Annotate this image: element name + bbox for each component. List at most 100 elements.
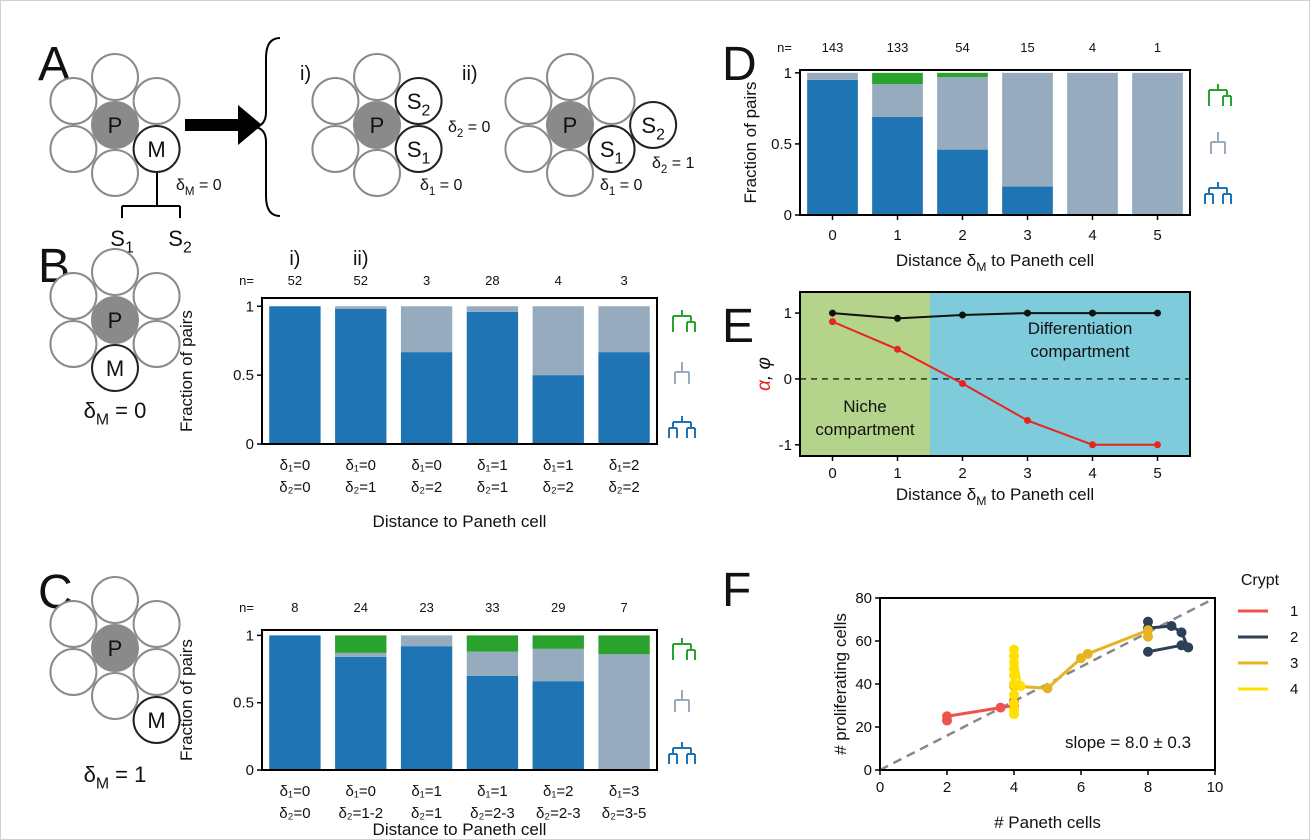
x-axis-label-sub: M <box>976 260 986 274</box>
point <box>829 309 836 317</box>
delta-label-rest: = 1 <box>109 762 146 787</box>
bar-segment <box>532 635 584 649</box>
sample-count: 7 <box>620 600 627 615</box>
x-axis-label-main: Distance δ <box>896 251 976 270</box>
point <box>1143 646 1153 657</box>
point <box>1176 627 1187 638</box>
sample-count: 8 <box>291 600 298 615</box>
cell <box>132 272 181 320</box>
legend-title: Crypt <box>1241 572 1280 589</box>
bar-segment <box>872 72 923 85</box>
x-axis-label-rest: to Paneth cell <box>986 485 1094 504</box>
cell <box>49 77 98 125</box>
bar-segment <box>400 635 453 647</box>
legend-icon <box>672 638 696 660</box>
bar-segment <box>598 352 650 444</box>
panel-label: F <box>722 564 751 617</box>
bar-segment <box>937 72 988 78</box>
plot-frame <box>799 69 1191 216</box>
y-tick-label: -1 <box>779 437 792 454</box>
y-tick-label: 0 <box>246 436 254 453</box>
y-tick-label: 80 <box>855 590 872 607</box>
legend-icon <box>1210 132 1226 154</box>
x-tick-label: 4 <box>1088 227 1096 244</box>
cell <box>353 53 401 101</box>
delta-label-sub: 2 <box>661 164 667 176</box>
legend-icon <box>1208 84 1232 106</box>
legend-label: 4 <box>1290 681 1298 698</box>
point <box>894 314 901 322</box>
bar-segment <box>400 306 453 353</box>
marked-cell <box>394 77 443 125</box>
cell <box>132 320 181 368</box>
sample-count: 143 <box>822 40 844 55</box>
delta-label-sub: M <box>96 412 109 429</box>
x-tick-label: δ₂=0 <box>279 805 310 822</box>
legend-icon <box>1204 182 1232 204</box>
x-tick-label: 3 <box>1023 227 1031 244</box>
marked-cell <box>587 125 636 173</box>
x-axis-label: Distance δM to Paneth cell <box>896 251 1094 274</box>
y-tick-label: 0 <box>784 371 792 388</box>
point <box>894 345 901 353</box>
cell <box>587 77 636 125</box>
y-tick-label: 20 <box>855 719 872 736</box>
bar-segment <box>937 149 988 215</box>
point <box>995 702 1006 713</box>
y-tick-label: 1 <box>784 305 792 322</box>
marked-cell <box>132 696 181 744</box>
n-label: n= <box>239 273 254 288</box>
cell-label: M <box>106 356 124 381</box>
legend-label: 3 <box>1290 655 1298 672</box>
point <box>1015 681 1026 692</box>
sample-count: 15 <box>1020 40 1034 55</box>
legend-icon <box>674 362 690 384</box>
y-axis-label-part: , φ <box>754 357 775 380</box>
delta-label-rest: = 0 <box>615 177 642 194</box>
cell-label-main: S <box>600 137 615 162</box>
marked-cell <box>629 101 678 149</box>
cell <box>132 600 181 648</box>
x-tick-label: 5 <box>1153 227 1161 244</box>
y-tick-label: 1 <box>246 627 254 644</box>
x-tick-label: δ₁=1 <box>477 783 508 800</box>
daughter-label: S2 <box>168 226 192 257</box>
x-axis-label: # Paneth cells <box>994 813 1101 832</box>
bar-segment <box>466 311 519 444</box>
delta-label-main: δ <box>448 119 457 136</box>
bar-segment <box>532 648 584 682</box>
cell-label: P <box>108 113 123 138</box>
cell-label: S1 <box>407 137 431 168</box>
point <box>1176 640 1187 651</box>
x-axis-label: Distance δM to Paneth cell <box>896 485 1094 508</box>
x-tick-label: δ₂=1 <box>477 479 508 496</box>
paneth-cell <box>546 101 594 149</box>
x-tick-label: 5 <box>1153 465 1161 482</box>
x-tick-label: 3 <box>1023 465 1031 482</box>
bar-segment <box>400 646 453 770</box>
x-tick-label: 2 <box>943 779 951 796</box>
sample-count: 1 <box>1154 40 1161 55</box>
series-line <box>832 312 1158 320</box>
n-label: n= <box>239 600 254 615</box>
point <box>959 380 966 388</box>
cell <box>132 648 181 696</box>
x-tick-label: δ₂=2-3 <box>470 805 515 822</box>
point <box>1024 416 1031 424</box>
bar-segment <box>466 306 519 312</box>
cell <box>132 77 181 125</box>
cell-label: P <box>370 113 385 138</box>
delta-label-rest: = 1 <box>667 155 694 172</box>
sample-count: 3 <box>423 273 430 288</box>
delta-label-main: δ <box>652 155 661 172</box>
point <box>942 711 952 722</box>
y-axis-label: Fraction of pairs <box>741 82 760 204</box>
case-label: i) <box>300 63 311 85</box>
delta-label: δ1 = 0 <box>600 177 643 198</box>
cell-label-main: S <box>407 89 422 114</box>
cell <box>49 600 98 648</box>
delta-label-rest: = 0 <box>463 119 490 136</box>
sample-count: 133 <box>887 40 909 55</box>
delta-label-sub: 2 <box>457 128 463 140</box>
x-tick-label: 6 <box>1077 779 1085 796</box>
